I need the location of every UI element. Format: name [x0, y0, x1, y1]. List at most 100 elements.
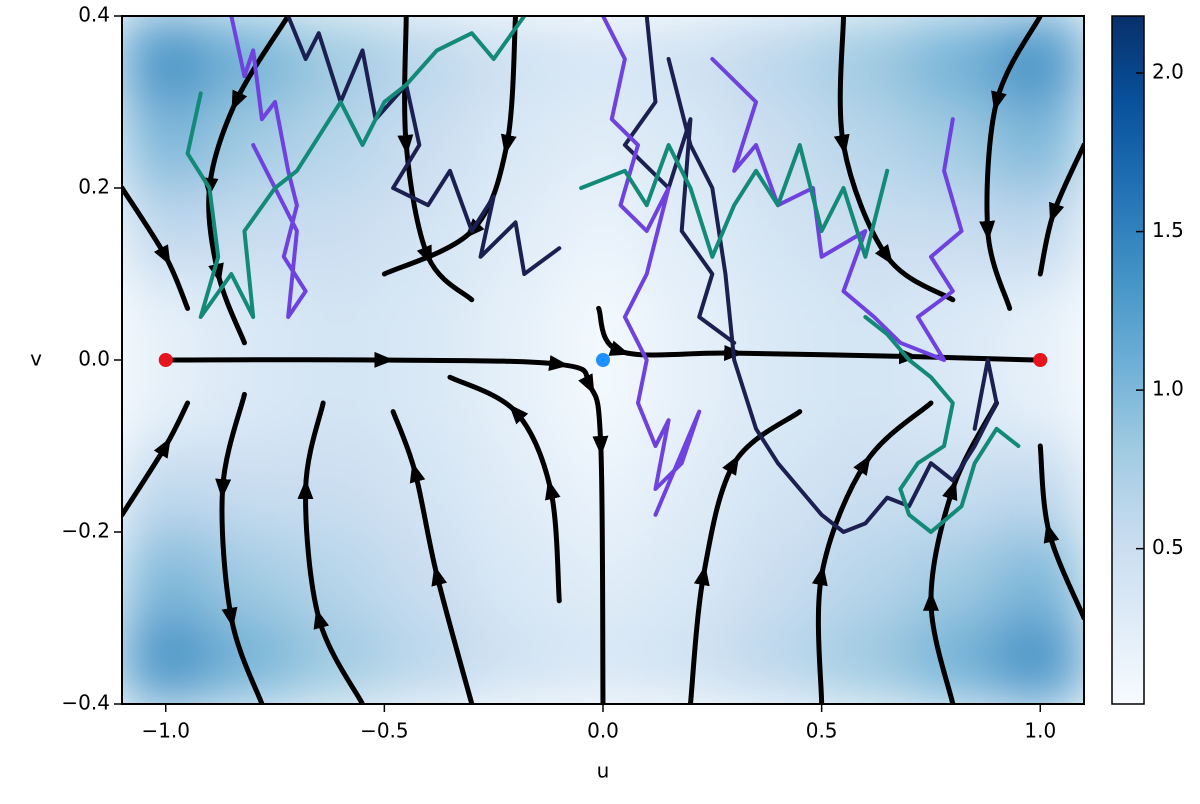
streamline — [596, 305, 1039, 365]
heatmap-cell — [733, 531, 823, 619]
heatmap-cell — [558, 16, 648, 103]
heatmap-cell — [122, 359, 211, 447]
heatmap-cell — [122, 617, 211, 704]
y-tick-label: 0.0 — [78, 347, 110, 371]
trajectory — [863, 315, 1021, 534]
heatmap-cell — [383, 359, 473, 447]
trajectory — [666, 57, 999, 534]
heatmap-cell — [733, 617, 823, 704]
heatmap-cell — [995, 359, 1084, 447]
heatmap-cell — [295, 617, 386, 704]
trajectory — [622, 16, 737, 345]
heatmap-cell — [470, 101, 561, 189]
heatmap-cell — [470, 617, 561, 704]
heatmap-cell — [122, 16, 211, 103]
colorbar-tick-label: 0.5 — [1152, 535, 1184, 559]
fixed-point — [1033, 353, 1048, 367]
heatmap-cell — [995, 187, 1084, 275]
heatmap-cell — [122, 445, 211, 533]
heatmap-cell — [208, 617, 298, 704]
x-tick-label: −1.0 — [141, 719, 190, 743]
heatmap-cell — [908, 101, 998, 189]
heatmap-cell — [208, 187, 298, 275]
heatmap-cell — [295, 101, 386, 189]
heatmap-cell — [470, 445, 561, 533]
streamline — [1037, 443, 1084, 621]
colorbar-tick-label: 2.0 — [1152, 60, 1184, 84]
streamline — [122, 185, 191, 311]
line-layer — [122, 16, 1084, 704]
y-axis-label: v — [30, 347, 42, 371]
heatmap-cell — [820, 445, 911, 533]
heatmap-cell — [733, 16, 823, 103]
heatmap-cell — [645, 531, 736, 619]
streamline — [447, 374, 562, 604]
trajectory — [601, 16, 702, 517]
streamline — [833, 16, 956, 303]
x-tick-label: 0.0 — [587, 719, 619, 743]
heatmap-cell — [383, 445, 473, 533]
trajectory — [229, 16, 308, 319]
heatmap-cell — [558, 273, 648, 361]
heatmap-cell — [995, 531, 1084, 619]
heatmap-cell — [122, 273, 211, 361]
heatmap-cell — [820, 16, 911, 103]
x-axis-label: u — [597, 759, 610, 783]
x-tick-label: 0.5 — [806, 719, 838, 743]
streamline — [122, 400, 191, 518]
y-tick-label: −0.2 — [61, 519, 110, 543]
streamline — [167, 351, 609, 704]
x-tick-label: 1.0 — [1024, 719, 1056, 743]
colorbar-tick-label: 1.0 — [1152, 377, 1184, 401]
heatmap-cell — [208, 359, 298, 447]
heatmap-cell — [908, 617, 998, 704]
streamline — [397, 16, 475, 303]
heatmap-cell — [908, 531, 998, 619]
heatmap-cell — [820, 617, 911, 704]
heatmap-cell — [295, 273, 386, 361]
y-tick-label: −0.4 — [61, 691, 110, 715]
streamline — [390, 409, 475, 704]
heatmap-layer — [122, 16, 1084, 704]
heatmap-cell — [295, 187, 386, 275]
heatmap-cell — [645, 273, 736, 361]
heatmap-cell — [820, 531, 911, 619]
streamline — [215, 391, 265, 704]
heatmap-cell — [995, 273, 1084, 361]
heatmap-cell — [295, 359, 386, 447]
heatmap-cell — [733, 273, 823, 361]
heatmap-cell — [995, 16, 1084, 103]
trajectory — [710, 57, 964, 362]
fixed-point — [596, 353, 610, 367]
streamline — [1037, 142, 1084, 277]
trajectory — [579, 143, 890, 259]
heatmap-cell — [645, 16, 736, 103]
fixed-point — [158, 353, 173, 367]
heatmap-cell — [820, 101, 911, 189]
heatmap-cell — [122, 531, 211, 619]
y-tick-label: 0.4 — [78, 3, 110, 27]
streamline — [687, 409, 803, 704]
heatmap-cell — [470, 531, 561, 619]
heatmap-cell — [558, 359, 648, 447]
heatmap-cell — [558, 101, 648, 189]
streamline — [979, 16, 1043, 311]
streamline — [381, 16, 519, 277]
colorbar — [1111, 15, 1145, 705]
y-tick-label: 0.2 — [78, 175, 110, 199]
streamline — [297, 400, 365, 704]
heatmap-cell — [995, 617, 1084, 704]
heatmap-cell — [470, 273, 561, 361]
heatmap-cell — [470, 359, 561, 447]
colorbar-tick-label: 1.5 — [1152, 218, 1184, 242]
heatmap-cell — [908, 16, 998, 103]
heatmap-cell — [383, 101, 473, 189]
x-tick-label: −0.5 — [360, 719, 409, 743]
heatmap-cell — [558, 187, 648, 275]
trajectory — [286, 16, 562, 276]
heatmap-cell — [383, 273, 473, 361]
streamline — [922, 400, 1000, 704]
